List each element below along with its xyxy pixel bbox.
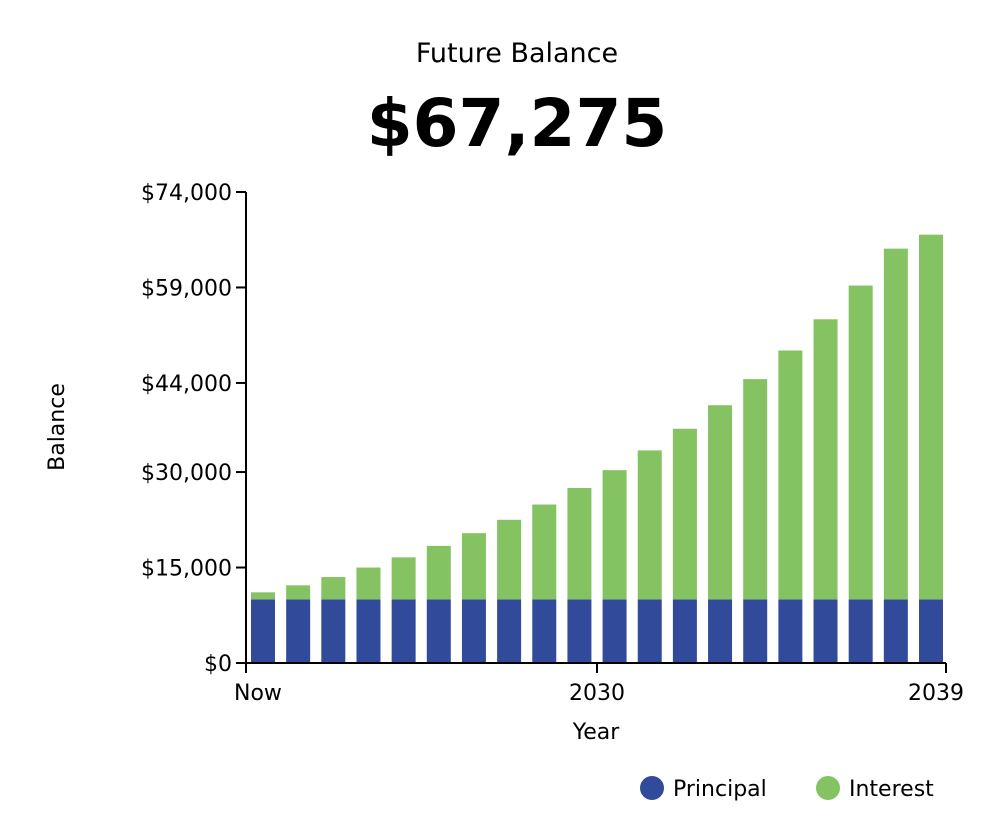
bar-principal-2 (321, 599, 346, 663)
bar-interest-4 (391, 557, 416, 600)
x-tick-label-1: 2030 (569, 681, 625, 706)
bar-interest-3 (356, 567, 381, 600)
bar-interest-8 (532, 504, 557, 600)
bar-interest-0 (251, 592, 275, 600)
legend-interest-label: Interest (849, 777, 934, 802)
bar-principal-19 (919, 599, 943, 663)
bar-principal-16 (813, 599, 838, 663)
bar-principal-4 (391, 599, 416, 663)
bar-interest-17 (848, 285, 873, 600)
bar-principal-10 (602, 599, 627, 663)
bar-principal-17 (848, 599, 873, 663)
bars (251, 234, 943, 663)
bar-interest-13 (708, 405, 733, 600)
bar-principal-1 (286, 599, 311, 663)
bar-principal-3 (356, 599, 381, 663)
chart-title: Future Balance (416, 38, 618, 69)
y-tick-label-1: $15,000 (141, 557, 232, 582)
bar-interest-2 (321, 577, 346, 600)
x-tick-label-2: 2039 (908, 681, 964, 706)
y-tick-label-2: $30,000 (141, 461, 232, 486)
bar-interest-5 (426, 545, 451, 600)
legend-principal-label: Principal (673, 777, 767, 802)
bar-principal-5 (426, 599, 451, 663)
bar-interest-1 (286, 585, 311, 600)
bar-principal-6 (461, 599, 486, 663)
bar-interest-9 (567, 487, 592, 600)
bar-interest-14 (743, 379, 768, 600)
bar-principal-14 (743, 599, 768, 663)
legend: Principal Interest (640, 776, 934, 802)
x-tick-label-0: Now (234, 681, 282, 706)
y-axis-label: Balance (45, 383, 70, 471)
bar-interest-18 (883, 248, 908, 600)
y-axis-ticks: $0 $15,000 $30,000 $44,000 $59,000 $74,000 (141, 181, 246, 677)
bar-interest-10 (602, 470, 627, 600)
x-axis-label: Year (572, 720, 621, 745)
bar-interest-19 (919, 234, 943, 600)
y-tick-label-4: $59,000 (141, 276, 232, 301)
bar-principal-9 (567, 599, 592, 663)
bar-principal-12 (672, 599, 697, 663)
bar-interest-11 (637, 450, 662, 600)
bar-interest-12 (672, 428, 697, 600)
bar-interest-16 (813, 319, 838, 600)
bar-principal-18 (883, 599, 908, 663)
bar-principal-15 (778, 599, 803, 663)
bar-principal-11 (637, 599, 662, 663)
bar-interest-6 (461, 533, 486, 600)
legend-principal-swatch (640, 776, 664, 800)
x-axis-ticks: Now 2030 2039 (234, 663, 964, 706)
legend-interest-swatch (816, 776, 840, 800)
y-tick-label-5: $74,000 (141, 181, 232, 206)
bar-principal-0 (251, 599, 275, 663)
bar-interest-15 (778, 350, 803, 600)
y-tick-label-3: $44,000 (141, 372, 232, 397)
future-balance-value: $67,275 (367, 85, 668, 162)
bar-principal-7 (497, 599, 522, 663)
bar-principal-13 (708, 599, 733, 663)
bar-principal-8 (532, 599, 557, 663)
bar-interest-7 (497, 519, 522, 600)
y-tick-label-0: $0 (204, 652, 232, 677)
